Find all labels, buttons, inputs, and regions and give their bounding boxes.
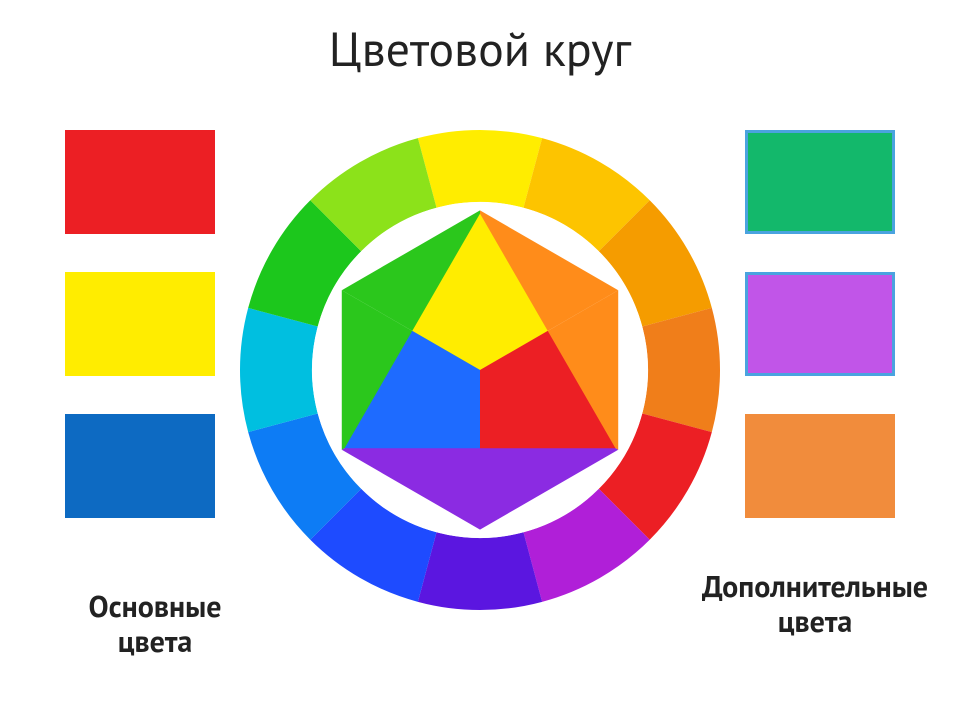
page-title: Цветовой круг	[0, 18, 960, 80]
color-wheel	[230, 120, 730, 625]
secondary-label: Дополнительныецвета	[670, 570, 960, 639]
swatch	[65, 414, 215, 518]
swatch	[745, 414, 895, 518]
swatch	[745, 272, 895, 376]
swatch	[65, 130, 215, 234]
swatch	[745, 130, 895, 234]
swatch	[65, 272, 215, 376]
primary-label: Основныецвета	[55, 590, 255, 659]
